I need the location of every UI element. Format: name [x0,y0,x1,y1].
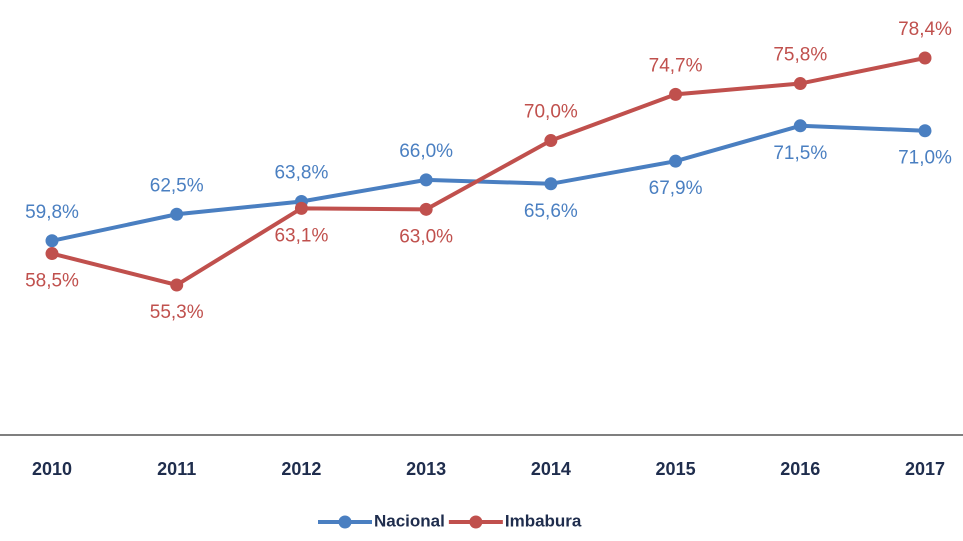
data-label: 59,8% [25,202,79,223]
point [170,279,183,292]
data-label: 63,0% [399,226,453,247]
data-label: 66,0% [399,141,453,162]
point [544,134,557,147]
data-label: 71,0% [898,148,952,169]
data-label: 67,9% [649,178,703,199]
data-label: 74,7% [649,55,703,76]
legend-marker [469,516,482,529]
data-label: 71,5% [773,143,827,164]
data-label: 78,4% [898,19,952,40]
point [669,155,682,168]
data-label: 65,6% [524,201,578,222]
point [420,173,433,186]
data-label: 63,1% [274,225,328,246]
legend-marker [339,516,352,529]
x-tick-label: 2012 [281,459,321,479]
x-tick-label: 2015 [656,459,696,479]
data-label: 70,0% [524,102,578,123]
series-line [52,58,925,285]
point [170,208,183,221]
x-tick-label: 2017 [905,459,945,479]
data-label: 63,8% [274,162,328,183]
point [544,177,557,190]
point [919,52,932,65]
point [295,202,308,215]
point [669,88,682,101]
point [794,77,807,90]
point [46,247,59,260]
x-tick-label: 2010 [32,459,72,479]
data-label: 75,8% [773,45,827,66]
data-label: 55,3% [150,302,204,323]
chart: 2010 2011 2012 2013 2014 2015 2016 2017 59,8% 62,… [0,0,963,541]
point [794,119,807,132]
x-tick-label: 2014 [531,459,571,479]
data-label: 62,5% [150,175,204,196]
legend-label: Nacional [374,511,445,530]
x-tick-label: 2011 [157,459,196,479]
point [420,203,433,216]
legend-label: Imbabura [505,511,582,530]
x-tick-label: 2013 [406,459,446,479]
point [919,124,932,137]
x-tick-label: 2016 [780,459,820,479]
point [46,234,59,247]
data-label: 58,5% [25,271,79,292]
